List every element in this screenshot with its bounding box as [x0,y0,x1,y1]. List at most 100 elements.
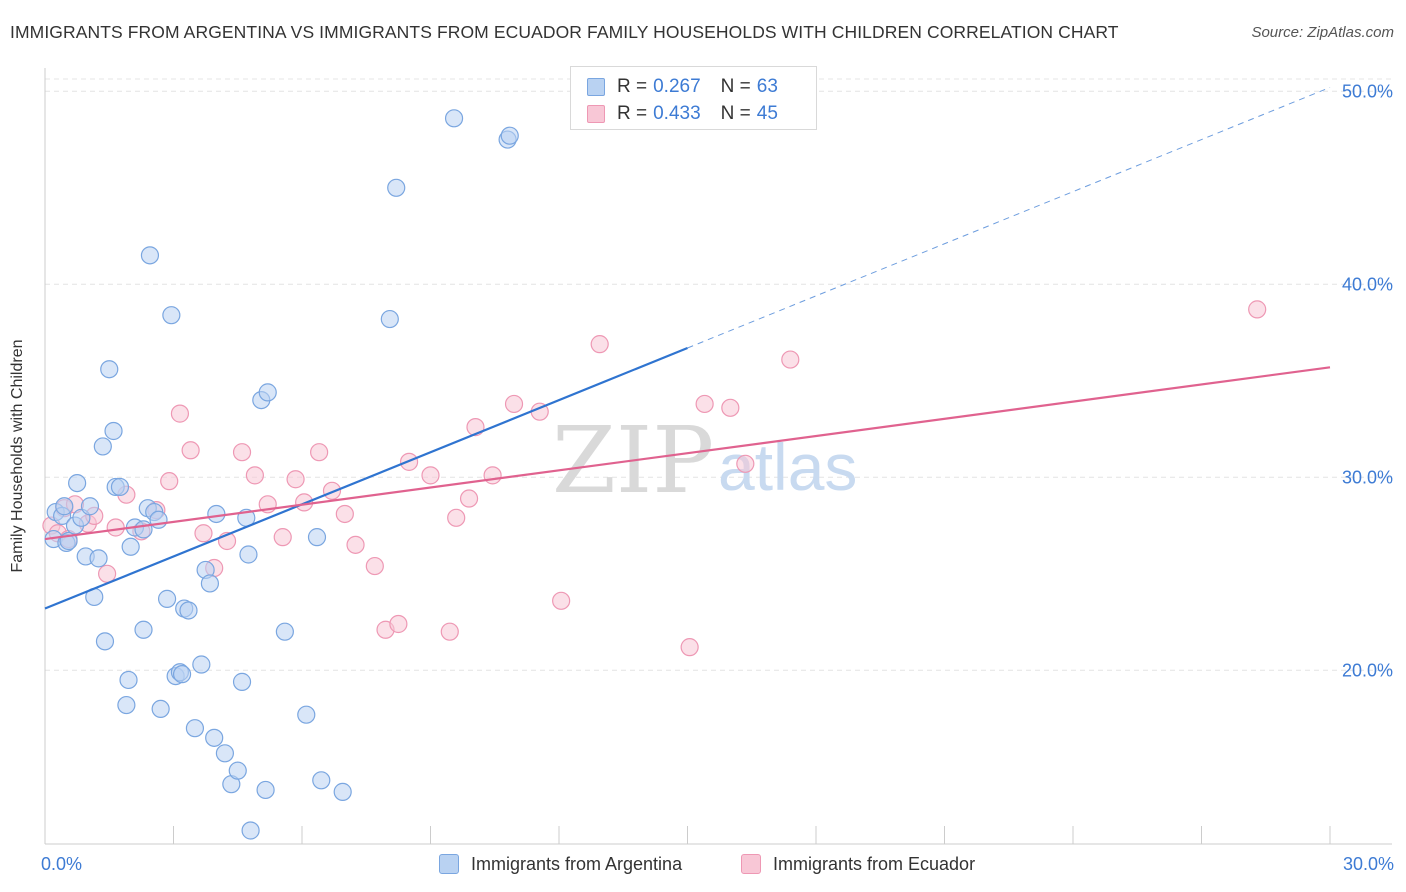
ecuador-point [440,622,459,641]
series-legend: Immigrants from Argentina Immigrants fro… [0,851,1406,877]
argentina-point [312,771,331,790]
legend-item-argentina[interactable]: Immigrants from Argentina [439,851,682,877]
argentina-swatch [439,854,459,874]
ecuador-point [286,470,305,489]
ecuador-point [310,443,329,462]
ecuador-point [483,466,502,485]
argentina-point [179,601,198,620]
argentina-trend-line [44,346,688,610]
ecuador-point [459,489,479,508]
ecuador-point [160,472,179,491]
ecuador-point [365,556,384,576]
argentina-point [297,705,316,724]
argentina-point [256,780,275,800]
argentina-point [104,421,123,441]
ecuador-point [170,404,190,423]
argentina-point [121,537,140,556]
argentina-point [89,549,108,568]
x-tick-label: 30.0% [1343,854,1394,874]
argentina-point [80,497,100,516]
argentina-swatch [587,78,605,96]
watermark: ZIP atlas [552,407,857,514]
argentina-point [157,589,177,608]
ecuador-point [552,591,571,610]
legend-item-ecuador[interactable]: Immigrants from Ecuador [741,851,975,877]
ecuador-point [273,528,292,547]
y-tick-label: 50.0% [1342,81,1393,101]
y-tick-label: 30.0% [1342,467,1393,487]
argentina-point [387,178,406,197]
argentina-point [200,574,220,593]
argentina-trend-extension [687,86,1331,349]
argentina-point [207,504,226,524]
ecuador-point [736,454,755,473]
argentina-point [228,761,247,780]
axis-layer [44,68,1392,845]
argentina-point [205,728,224,747]
source-credit: Source: ZipAtlas.com [1251,24,1394,41]
ecuador-point [181,441,200,460]
n-value: 45 [756,103,778,124]
legend-label: Immigrants from Ecuador [773,853,976,874]
r-value: 0.267 [653,76,701,97]
argentina-point [258,383,277,402]
ecuador-point [504,394,524,414]
argentina-point [151,699,170,719]
x-tick-label: 0.0% [41,854,82,874]
ecuador-swatch [587,105,605,123]
argentina-point [117,695,136,715]
legend-row-ecuador: R = 0.433 N = 45 [587,102,778,126]
ecuador-point [781,350,800,369]
argentina-point [55,497,74,516]
ecuador-point [680,638,699,657]
ecuador-point [232,443,252,462]
argentina-point [95,632,115,651]
ecuador-point [346,535,365,554]
argentina-point [110,477,130,497]
grid-layer [45,78,1392,671]
argentina-point [380,309,399,329]
argentina-point [162,306,181,325]
argentina-point [241,821,260,840]
argentina-point [93,437,112,456]
ecuador-point [106,518,125,537]
legend-label: Immigrants from Argentina [471,853,683,874]
n-label: N = [720,76,751,97]
ecuador-point [695,394,714,414]
n-value: 63 [756,76,778,97]
r-label: R = [617,76,648,97]
points-layer [42,109,1267,840]
y-tick-label: 40.0% [1342,274,1393,294]
argentina-point [192,655,211,674]
ecuador-point [98,564,117,583]
argentina-point [185,719,205,738]
argentina-point [333,782,352,801]
argentina-point [68,473,87,493]
argentina-point [239,545,258,564]
y-axis-label: Family Households with Children [9,339,26,573]
argentina-point [140,246,160,265]
ecuador-trend-line [44,366,1331,541]
ecuador-point [194,524,213,543]
n-label: N = [720,103,751,124]
ecuador-point [590,335,609,354]
ecuador-point [1248,300,1267,319]
chart-title: IMMIGRANTS FROM ARGENTINA VS IMMIGRANTS … [10,22,1119,42]
argentina-point [500,126,519,145]
ecuador-point [245,466,264,485]
argentina-point [232,672,252,691]
ecuador-point [721,398,740,417]
argentina-point [119,670,138,690]
argentina-point [444,109,464,128]
argentina-point [172,665,192,684]
y-tick-label: 20.0% [1342,660,1393,680]
argentina-point [307,528,327,547]
correlation-legend: R = 0.267 N = 63 R = 0.433 N = 45 [570,66,817,130]
legend-row-argentina: R = 0.267 N = 63 [587,75,778,99]
argentina-point [100,360,119,379]
tick-label-layer: 20.0% 30.0% 40.0% 50.0% 0.0% 30.0% [41,81,1394,874]
ecuador-point [335,504,354,524]
r-value: 0.433 [653,103,701,124]
ecuador-point [389,614,408,634]
